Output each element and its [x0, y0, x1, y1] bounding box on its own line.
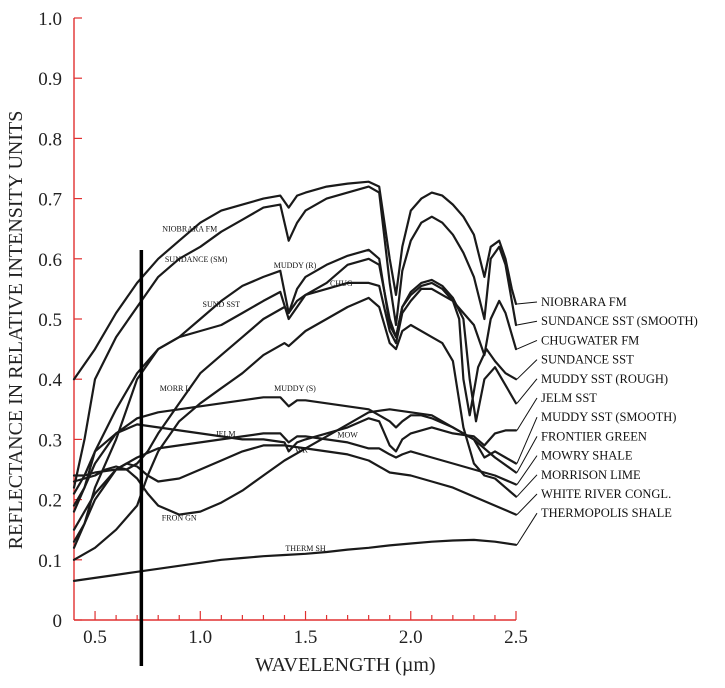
series-line — [72, 408, 518, 516]
legend-label: SUNDANCE SST (SMOOTH) — [541, 314, 698, 328]
legend-leader-line — [516, 455, 538, 485]
y-tick-label: 1.0 — [38, 9, 62, 30]
inline-series-label: MUDDY (S) — [274, 384, 316, 393]
y-tick-label: 0.7 — [38, 190, 62, 211]
legend-label: SUNDANCE SST — [541, 353, 634, 367]
y-tick-label: 0.5 — [38, 310, 62, 331]
x-tick-label: 0.5 — [83, 627, 107, 648]
legend-label: WHITE RIVER CONGL. — [541, 487, 671, 501]
inline-series-label: CHUG — [330, 279, 353, 288]
legend-label: MUDDY SST (SMOOTH) — [541, 410, 676, 424]
legend-leader-line — [516, 378, 538, 404]
legend-label: MUDDY SST (ROUGH) — [541, 372, 668, 386]
y-tick-label: 0.8 — [38, 129, 62, 150]
legend-leader-line — [516, 397, 538, 431]
y-tick-label: 0.2 — [38, 491, 62, 512]
legend-label: NIOBRARA FM — [541, 295, 627, 309]
inline-series-label: MOW — [337, 431, 358, 440]
legend-label: MOWRY SHALE — [541, 449, 633, 463]
y-tick-label: 0.4 — [38, 370, 62, 391]
series-line — [72, 538, 518, 582]
x-tick-label: 2.0 — [399, 627, 423, 648]
inline-series-label: MUDDY (R) — [274, 261, 317, 270]
y-axis-title: REFLECTANCE IN RELATIVE INTENSITY UNITS — [5, 111, 27, 550]
inline-series-label: THERM SH — [285, 544, 325, 553]
legend-leader-line — [516, 301, 538, 305]
y-tick-label: 0.1 — [38, 551, 62, 572]
y-tick-label: 0.6 — [38, 250, 62, 271]
series-line — [72, 444, 518, 516]
inline-series-label: SUNDANCE (SM) — [165, 255, 228, 264]
y-tick-label: 0 — [53, 611, 63, 632]
x-tick-label: 1.0 — [188, 627, 212, 648]
inline-series-label: SUND SST — [203, 300, 241, 309]
series-line — [72, 296, 518, 561]
series-line — [72, 432, 518, 543]
legend-leader-line — [516, 359, 538, 380]
inline-series-label: WR — [295, 446, 309, 455]
x-axis-title: WAVELENGTH (µm) — [255, 654, 436, 676]
inline-series-labels: NIOBRARA FM SUNDANCE (SM) CHUG SUND SST MUDD… — [160, 225, 358, 553]
inline-series-label: NIOBRARA FM — [162, 225, 217, 234]
right-legend-labels: NIOBRARA FM SUNDANCE SST (SMOOTH) CHUGWATE… — [516, 295, 698, 546]
y-tick-label: 0.9 — [38, 69, 62, 90]
series-line — [72, 248, 518, 549]
series-line — [72, 180, 518, 381]
legend-label: MORRISON LIME — [541, 468, 641, 482]
inline-series-label: MORR L — [160, 384, 191, 393]
inline-series-label: JELM — [216, 429, 236, 438]
x-tick-label: 1.5 — [294, 627, 318, 648]
legend-leader-line — [516, 493, 538, 515]
legend-leader-line — [516, 436, 538, 473]
y-tick-label: 0.3 — [38, 430, 62, 451]
legend-label: FRONTIER GREEN — [541, 429, 647, 443]
legend-label: THERMOPOLIS SHALE — [541, 506, 672, 520]
legend-leader-line — [516, 417, 538, 464]
legend-leader-line — [516, 474, 538, 497]
series-line — [72, 185, 518, 489]
legend-leader-line — [516, 512, 538, 546]
chart-axes: 0 0.1 0.2 0.3 0.4 0.5 0.6 0.7 0.8 0.9 1.0 0.5 1.0 1.5… — [38, 9, 528, 648]
inline-series-label: FRON GN — [162, 514, 197, 523]
legend-label: CHUGWATER FM — [541, 333, 639, 347]
legend-label: JELM SST — [541, 391, 597, 405]
series-lines — [72, 180, 518, 582]
legend-leader-line — [516, 320, 538, 326]
legend-leader-line — [516, 339, 538, 350]
x-tick-label: 2.5 — [504, 627, 528, 648]
